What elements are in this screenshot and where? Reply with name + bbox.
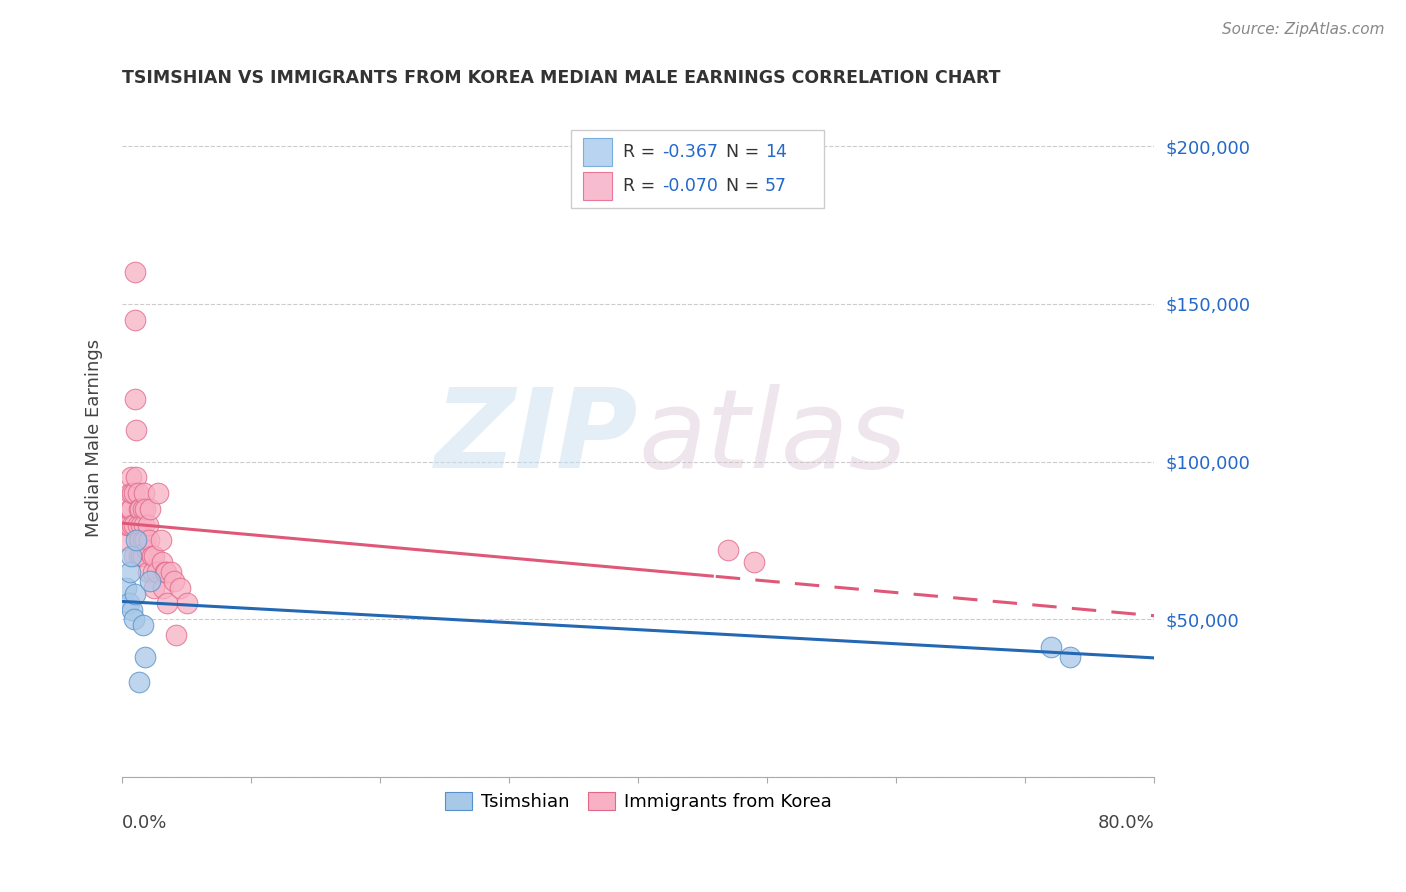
Point [136,517,159,532]
Point [128,549,150,563]
Point [127,517,149,532]
Point [131,549,153,563]
Point [118,486,141,500]
Point [122,549,145,563]
Point [143,581,166,595]
Point [156,596,179,610]
Point [122,517,145,532]
Point [136,565,159,579]
Point [121,602,143,616]
Point [121,486,143,500]
Point [742,555,765,569]
Point [135,542,157,557]
Point [127,486,149,500]
Point [139,501,162,516]
Point [132,517,155,532]
Point [717,542,740,557]
Point [169,581,191,595]
Point [165,628,187,642]
Point [139,574,162,589]
Point [125,533,148,548]
Point [163,574,186,589]
Text: 0.0%: 0.0% [122,814,167,832]
Point [120,501,142,516]
Point [134,533,156,548]
Point [1059,649,1081,664]
Text: 80.0%: 80.0% [1098,814,1154,832]
Point [128,675,150,690]
Point [128,501,150,516]
Point [131,517,153,532]
Point [134,649,156,664]
Point [131,618,153,632]
Y-axis label: Median Male Earnings: Median Male Earnings [86,339,103,537]
Point [118,565,141,579]
Text: ZIP: ZIP [434,384,638,491]
Point [153,565,176,579]
Point [129,533,152,548]
Point [129,501,152,516]
Point [142,565,165,579]
FancyBboxPatch shape [583,137,612,166]
Text: 57: 57 [765,177,787,194]
Point [160,565,183,579]
Point [131,501,153,516]
Text: -0.070: -0.070 [662,177,717,194]
Text: N =: N = [725,177,765,194]
Point [115,533,138,548]
Point [150,555,173,569]
Point [115,517,138,532]
Text: R =: R = [623,143,661,161]
Point [121,517,143,532]
Point [122,612,145,626]
Text: 14: 14 [765,143,787,161]
Point [118,501,141,516]
Point [131,549,153,563]
Point [124,587,146,601]
Text: Source: ZipAtlas.com: Source: ZipAtlas.com [1222,22,1385,37]
Point [152,581,174,595]
Point [138,533,160,548]
Point [143,549,166,563]
Point [132,486,155,500]
Point [141,549,163,563]
Legend: Tsimshian, Immigrants from Korea: Tsimshian, Immigrants from Korea [437,785,838,818]
Point [124,312,146,326]
FancyBboxPatch shape [571,129,824,208]
Point [117,596,139,610]
Point [146,565,169,579]
Point [124,392,146,406]
Point [149,533,172,548]
Point [124,265,146,279]
Point [117,517,139,532]
Point [1039,640,1062,655]
Point [125,423,148,437]
Point [131,533,153,548]
FancyBboxPatch shape [583,171,612,200]
Point [120,470,142,484]
Point [120,549,142,563]
Text: R =: R = [623,177,661,194]
Point [115,581,138,595]
Point [176,596,198,610]
Text: TSIMSHIAN VS IMMIGRANTS FROM KOREA MEDIAN MALE EARNINGS CORRELATION CHART: TSIMSHIAN VS IMMIGRANTS FROM KOREA MEDIA… [122,69,1001,87]
Text: atlas: atlas [638,384,907,491]
Point [134,501,156,516]
Point [146,486,169,500]
Point [122,486,145,500]
Point [155,565,177,579]
Point [125,470,148,484]
Point [128,533,150,548]
Text: N =: N = [725,143,765,161]
Text: -0.367: -0.367 [662,143,718,161]
